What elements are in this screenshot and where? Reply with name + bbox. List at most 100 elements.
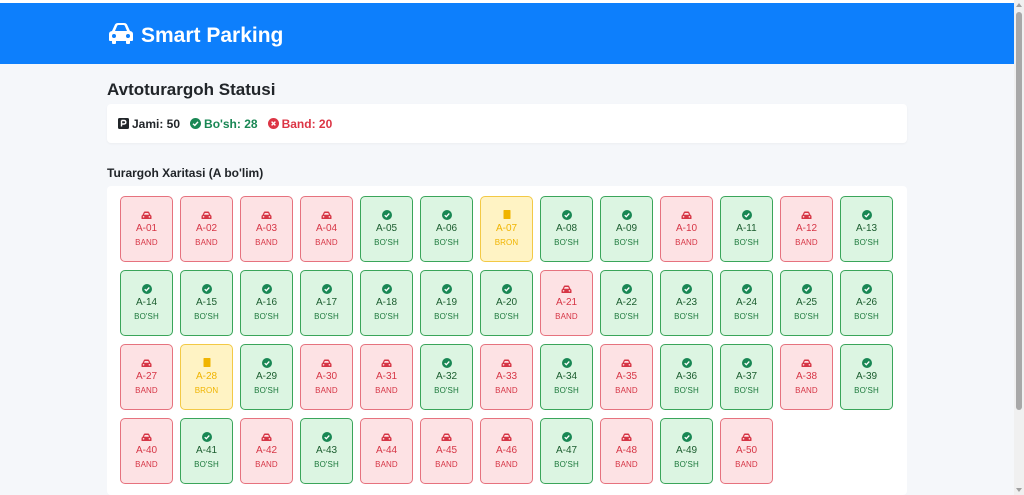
parking-spot-a-47[interactable]: A-47 BO'SH [540,418,593,484]
bookmark-icon [501,210,512,220]
brand-link[interactable]: Smart Parking [107,21,283,51]
car-icon [201,210,212,220]
parking-spot-a-18[interactable]: A-18 BO'SH [360,270,413,336]
check-circle-icon [741,210,752,220]
parking-spot-a-08[interactable]: A-08 BO'SH [540,196,593,262]
parking-spot-a-03[interactable]: A-03 BAND [240,196,293,262]
parking-spot-a-34[interactable]: A-34 BO'SH [540,344,593,410]
parking-spot-a-35[interactable]: A-35 BAND [600,344,653,410]
spot-status: BAND [135,460,158,469]
parking-spot-a-44[interactable]: A-44 BAND [360,418,413,484]
spot-id: A-08 [555,223,578,234]
parking-spot-a-01[interactable]: A-01 BAND [120,196,173,262]
parking-spot-a-49[interactable]: A-49 BO'SH [660,418,713,484]
parking-spot-a-13[interactable]: A-13 BO'SH [840,196,893,262]
parking-spot-a-40[interactable]: A-40 BAND [120,418,173,484]
spot-status: BAND [495,386,518,395]
check-circle-icon [321,432,332,442]
spot-status: BAND [255,460,278,469]
spot-status: BAND [135,238,158,247]
stat-free: Bo'sh: 28 [190,117,258,131]
parking-spot-a-06[interactable]: A-06 BO'SH [420,196,473,262]
spot-id: A-05 [375,223,398,234]
spot-id: A-23 [675,297,698,308]
parking-spot-a-29[interactable]: A-29 BO'SH [240,344,293,410]
check-circle-icon [441,358,452,368]
spot-id: A-44 [375,445,398,456]
parking-spot-a-07[interactable]: A-07 BRON [480,196,533,262]
spot-status: BO'SH [554,238,579,247]
scroll-thumb[interactable] [1016,12,1022,410]
parking-spot-a-38[interactable]: A-38 BAND [780,344,833,410]
check-circle-icon [681,432,692,442]
check-circle-icon [861,284,872,294]
scrollbar[interactable] [1014,0,1024,495]
parking-spot-a-32[interactable]: A-32 BO'SH [420,344,473,410]
spot-id: A-20 [495,297,518,308]
parking-spot-a-17[interactable]: A-17 BO'SH [300,270,353,336]
check-circle-icon [441,210,452,220]
parking-spot-a-04[interactable]: A-04 BAND [300,196,353,262]
spot-status: BAND [255,238,278,247]
parking-spot-a-41[interactable]: A-41 BO'SH [180,418,233,484]
parking-spot-a-09[interactable]: A-09 BO'SH [600,196,653,262]
parking-spot-a-12[interactable]: A-12 BAND [780,196,833,262]
spot-status: BAND [135,386,158,395]
check-circle-icon [201,284,212,294]
spot-id: A-47 [555,445,578,456]
spot-id: A-04 [315,223,338,234]
spot-id: A-37 [735,371,758,382]
parking-spot-a-24[interactable]: A-24 BO'SH [720,270,773,336]
parking-spot-a-30[interactable]: A-30 BAND [300,344,353,410]
parking-spot-a-21[interactable]: A-21 BAND [540,270,593,336]
spot-status: BO'SH [314,460,339,469]
parking-spot-a-33[interactable]: A-33 BAND [480,344,533,410]
parking-spot-a-23[interactable]: A-23 BO'SH [660,270,713,336]
parking-spot-a-05[interactable]: A-05 BO'SH [360,196,413,262]
car-icon [501,358,512,368]
parking-spot-a-46[interactable]: A-46 BAND [480,418,533,484]
parking-spot-a-25[interactable]: A-25 BO'SH [780,270,833,336]
parking-spot-a-48[interactable]: A-48 BAND [600,418,653,484]
parking-spot-a-22[interactable]: A-22 BO'SH [600,270,653,336]
car-icon [141,358,152,368]
spot-status: BO'SH [374,238,399,247]
parking-spot-a-43[interactable]: A-43 BO'SH [300,418,353,484]
scroll-down-arrow[interactable] [1016,488,1022,492]
parking-spot-a-15[interactable]: A-15 BO'SH [180,270,233,336]
spot-id: A-17 [315,297,338,308]
parking-spot-a-14[interactable]: A-14 BO'SH [120,270,173,336]
spot-status: BAND [375,386,398,395]
parking-spot-a-31[interactable]: A-31 BAND [360,344,413,410]
parking-spot-a-20[interactable]: A-20 BO'SH [480,270,533,336]
parking-spot-a-11[interactable]: A-11 BO'SH [720,196,773,262]
parking-spot-a-02[interactable]: A-02 BAND [180,196,233,262]
check-circle-icon [261,284,272,294]
parking-spot-a-45[interactable]: A-45 BAND [420,418,473,484]
spot-id: A-07 [495,223,518,234]
parking-spot-a-39[interactable]: A-39 BO'SH [840,344,893,410]
car-icon [261,210,272,220]
car-icon [561,284,572,294]
parking-spot-a-36[interactable]: A-36 BO'SH [660,344,713,410]
parking-spot-a-16[interactable]: A-16 BO'SH [240,270,293,336]
check-circle-icon [621,284,632,294]
check-circle-icon [321,284,332,294]
parking-spot-a-28[interactable]: A-28 BRON [180,344,233,410]
parking-spot-a-19[interactable]: A-19 BO'SH [420,270,473,336]
parking-spot-a-50[interactable]: A-50 BAND [720,418,773,484]
spot-status: BO'SH [674,312,699,321]
spot-id: A-43 [315,445,338,456]
stat-total: Jami: 50 [118,117,180,131]
spot-id: A-15 [195,297,218,308]
parking-spot-a-42[interactable]: A-42 BAND [240,418,293,484]
parking-spot-a-10[interactable]: A-10 BAND [660,196,713,262]
scroll-up-arrow[interactable] [1016,3,1022,7]
car-icon [681,210,692,220]
parking-spot-a-37[interactable]: A-37 BO'SH [720,344,773,410]
spot-id: A-35 [615,371,638,382]
parking-spot-a-26[interactable]: A-26 BO'SH [840,270,893,336]
spot-id: A-28 [195,371,218,382]
check-circle-icon [261,358,272,368]
parking-spot-a-27[interactable]: A-27 BAND [120,344,173,410]
